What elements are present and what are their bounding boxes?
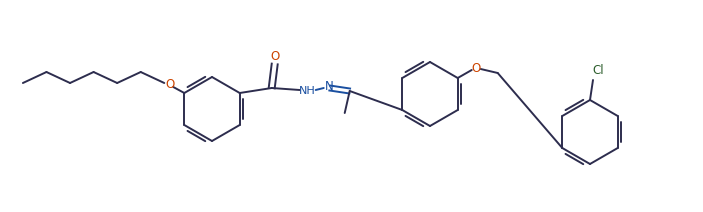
Text: N: N [325, 80, 334, 92]
Text: NH: NH [299, 86, 316, 96]
Text: O: O [471, 61, 480, 74]
Text: O: O [270, 49, 279, 63]
Text: Cl: Cl [592, 64, 604, 77]
Text: O: O [166, 78, 175, 92]
